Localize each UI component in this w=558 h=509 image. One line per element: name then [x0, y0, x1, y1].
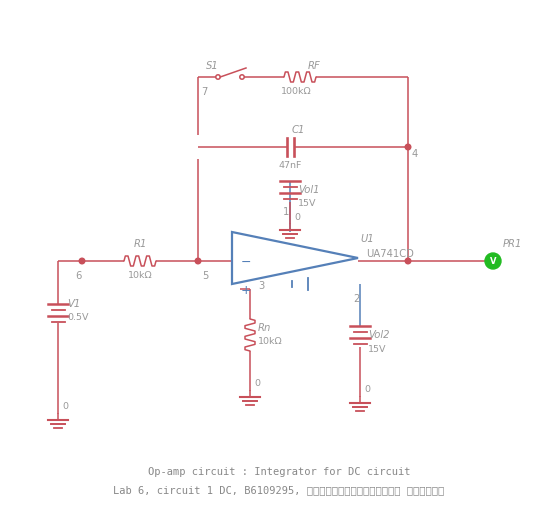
Text: 0: 0 [294, 212, 300, 221]
Text: V: V [490, 257, 496, 266]
Text: −: − [240, 255, 251, 268]
Text: Vol2: Vol2 [368, 329, 389, 340]
Text: 0: 0 [364, 385, 370, 394]
Text: 15V: 15V [298, 199, 316, 208]
Text: 0.5V: 0.5V [67, 312, 89, 321]
Circle shape [485, 253, 501, 269]
Text: 4: 4 [412, 149, 418, 159]
Text: Lab 6, circuit 1 DC, B6109295, นางสาวสัณห์ฤทัย บุรมย์: Lab 6, circuit 1 DC, B6109295, นางสาวสัณ… [113, 484, 445, 494]
Text: PR1: PR1 [503, 239, 522, 248]
Text: RF: RF [308, 61, 321, 71]
Text: Rn: Rn [258, 322, 271, 332]
Text: +: + [240, 283, 251, 296]
Text: 10kΩ: 10kΩ [128, 271, 152, 280]
Text: Vol1: Vol1 [298, 185, 320, 194]
Text: U1: U1 [360, 234, 374, 243]
Text: 7: 7 [201, 87, 208, 97]
Text: 10kΩ: 10kΩ [258, 337, 283, 346]
Text: 47nF: 47nF [278, 161, 302, 170]
Text: 0: 0 [62, 402, 68, 411]
Text: 6: 6 [75, 270, 81, 280]
Text: R1: R1 [133, 239, 147, 248]
Text: 15V: 15V [368, 344, 387, 353]
Text: 1: 1 [283, 207, 289, 216]
Text: S1: S1 [206, 61, 219, 71]
Circle shape [405, 145, 411, 151]
Text: 100kΩ: 100kΩ [281, 87, 311, 95]
Circle shape [79, 259, 85, 264]
Text: 3: 3 [258, 280, 264, 291]
Circle shape [405, 259, 411, 264]
Text: V1: V1 [67, 298, 80, 308]
Text: UA741CD: UA741CD [366, 248, 414, 259]
Text: 2: 2 [353, 293, 359, 303]
Circle shape [195, 259, 201, 264]
Text: 5: 5 [202, 270, 208, 280]
Text: 0: 0 [254, 379, 260, 388]
Text: C1: C1 [292, 125, 305, 135]
Text: Op-amp circuit : Integrator for DC circuit: Op-amp circuit : Integrator for DC circu… [148, 466, 410, 476]
